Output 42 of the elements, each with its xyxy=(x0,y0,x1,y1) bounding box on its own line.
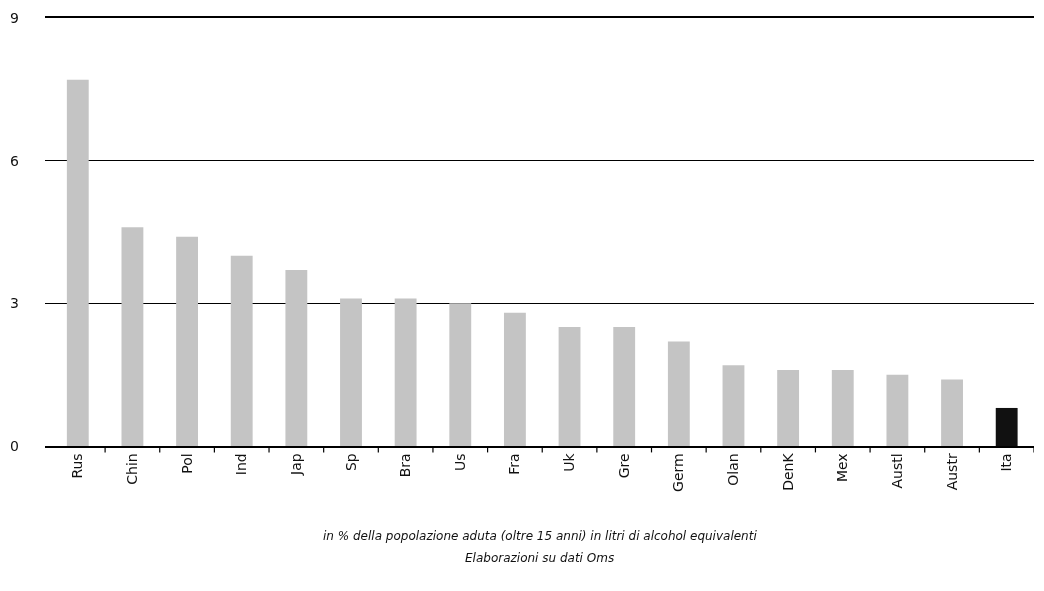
bar xyxy=(121,227,144,446)
bar xyxy=(722,365,745,446)
bar xyxy=(66,79,89,446)
x-tick-label: Gre xyxy=(615,453,632,479)
bar xyxy=(941,379,963,446)
y-tick-label: 9 xyxy=(10,9,19,26)
x-tick-label: DenK xyxy=(779,452,796,491)
bar xyxy=(886,374,909,446)
bar xyxy=(995,407,1018,446)
x-tick-label: Ind xyxy=(233,453,250,476)
bar xyxy=(285,270,308,446)
bar xyxy=(503,312,526,446)
bar xyxy=(831,369,854,446)
bar xyxy=(667,341,690,446)
text: Elaborazioni su dati Oms xyxy=(465,551,615,565)
x-tick-label: Chin xyxy=(123,453,140,485)
bar xyxy=(340,298,362,446)
x-tick-label: Austr xyxy=(943,453,960,491)
x-tick-label: Austl xyxy=(888,453,905,489)
x-tick-label: Bra xyxy=(397,453,414,478)
text: in % della popolazione aduta (oltre 15 anni) in litri di alcohol equivalenti xyxy=(323,529,758,543)
x-tick-label: Mex xyxy=(834,453,851,483)
bar xyxy=(230,255,253,446)
y-tick-label: 3 xyxy=(10,295,19,312)
y-tick-label: 6 xyxy=(10,152,20,169)
x-tick-label: Uk xyxy=(561,452,578,472)
bar xyxy=(613,327,636,446)
x-tick-label: Ita xyxy=(998,453,1015,472)
x-tick-label: Jap xyxy=(287,453,304,476)
x-tick-label: Rus xyxy=(69,453,86,479)
x-tick-label: Us xyxy=(451,453,468,471)
x-tick-label: Pol xyxy=(178,453,195,474)
bar xyxy=(558,327,581,446)
y-tick-label: 0 xyxy=(10,437,19,454)
bar xyxy=(449,303,472,446)
bar xyxy=(176,236,198,446)
x-tick-label: Olan xyxy=(725,453,742,486)
x-tick-label: Germ xyxy=(670,453,687,492)
bar xyxy=(394,298,417,446)
x-tick-label: Sp xyxy=(342,453,359,472)
bar xyxy=(777,369,800,446)
x-tick-label: Fra xyxy=(506,453,523,475)
